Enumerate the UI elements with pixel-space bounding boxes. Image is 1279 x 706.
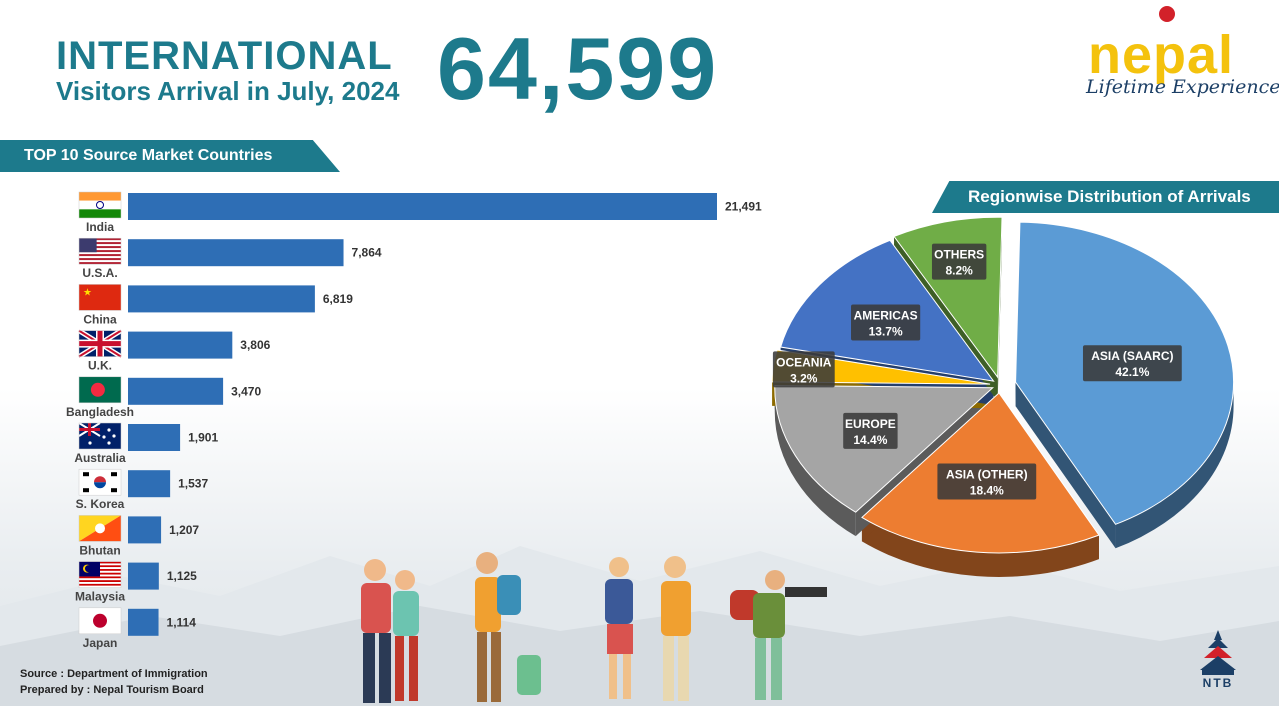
bar-japan — [128, 608, 159, 636]
pie-slice-name: OCEANIA — [776, 355, 832, 369]
flag-china-icon: ★ — [78, 284, 122, 311]
pie-slice-percent: 42.1% — [1115, 365, 1149, 379]
bar-value-label: 3,470 — [231, 384, 261, 398]
pie-slice-percent: 13.7% — [869, 324, 903, 338]
pie-label: EUROPE 14.4% — [843, 412, 898, 449]
flag-south-korea-icon — [78, 468, 122, 496]
bar-u-k- — [128, 331, 233, 359]
bar-value-label: 1,125 — [167, 569, 197, 583]
pie-label: AMERICAS 13.7% — [851, 304, 921, 341]
bar-value-label: 1,537 — [178, 477, 208, 491]
pie-slice-percent: 3.2% — [790, 371, 818, 385]
country-label: Malaysia — [75, 590, 125, 604]
logo-dot-icon — [1159, 6, 1175, 22]
bar-s-korea — [128, 470, 171, 498]
travelers-illustration — [361, 552, 827, 703]
pie-slice-name: OTHERS — [934, 248, 984, 262]
bar-value-label: 1,207 — [169, 523, 199, 537]
bar-chart: 21,491 India 7,864 U.S.A. 6,819 ★ China 3,806 U.… — [66, 191, 762, 650]
bar-china — [128, 285, 315, 313]
flag-uk-icon — [77, 328, 123, 359]
country-label: Japan — [83, 636, 118, 650]
ntb-logo: NTB — [1196, 630, 1240, 690]
flag-bangladesh-icon — [78, 376, 122, 404]
mountain-background — [0, 546, 1279, 706]
bar-malaysia — [128, 562, 159, 590]
traveler-figure-5 — [730, 570, 827, 700]
pie-slice-name: ASIA (SAARC) — [1091, 349, 1173, 363]
pie-slice-percent: 18.4% — [970, 484, 1004, 498]
brand-tagline: Lifetime Experiences! — [1086, 76, 1279, 98]
bar-india — [128, 193, 717, 220]
pie-slice-name: AMERICAS — [854, 308, 918, 322]
total-visitors: 64,599 — [437, 19, 719, 118]
title-subtitle: Visitors Arrival in July, 2024 — [56, 76, 400, 106]
bar-value-label: 6,819 — [323, 292, 353, 306]
country-label: China — [83, 312, 117, 326]
pie-chart: ASIA (SAARC) 42.1% ASIA (OTHER) 18.4% EUROPE… — [771, 216, 1235, 577]
traveler-figure-3 — [605, 557, 633, 699]
bar-value-label: 7,864 — [352, 246, 382, 260]
pagoda-icon — [1200, 630, 1236, 675]
traveler-figure-2 — [475, 552, 541, 702]
source-note: Source : Department of Immigration — [20, 668, 208, 680]
country-label: S. Korea — [76, 497, 125, 511]
country-label: Bangladesh — [66, 405, 134, 419]
pie-slice-name: ASIA (OTHER) — [946, 468, 1028, 482]
title-international: INTERNATIONAL — [56, 34, 393, 78]
pie-slice-percent: 8.2% — [945, 264, 973, 278]
bar-value-label: 21,491 — [725, 200, 762, 214]
pie-label: OCEANIA 3.2% — [772, 351, 835, 388]
bar-value-label: 1,901 — [188, 431, 218, 445]
pie-label: ASIA (SAARC) 42.1% — [1082, 345, 1182, 382]
country-label: U.S.A. — [82, 266, 117, 280]
pie-chart-title: Regionwise Distribution of Arrivals — [932, 181, 1279, 213]
bar-bangladesh — [128, 377, 224, 405]
flag-japan-icon — [78, 607, 122, 635]
bar-value-label: 3,806 — [240, 338, 270, 352]
traveler-figure-1 — [361, 559, 419, 703]
pie-slice-percent: 14.4% — [853, 433, 887, 447]
country-label: Bhutan — [79, 543, 120, 557]
flag-bhutan-icon — [78, 515, 122, 542]
country-label: U.K. — [88, 359, 112, 373]
country-label: Australia — [74, 451, 126, 465]
flag-malaysia-icon — [78, 561, 122, 588]
nepal-logo: nepal Lifetime Experiences! — [1086, 6, 1279, 98]
brand-name: nepal — [1088, 25, 1235, 85]
flag-usa-icon — [78, 237, 122, 265]
pie-label: OTHERS 8.2% — [931, 243, 987, 280]
bar-bhutan — [128, 516, 162, 544]
pie-slice-name: EUROPE — [845, 417, 896, 431]
flag-india-icon — [78, 191, 122, 219]
bar-chart-title: TOP 10 Source Market Countries — [0, 140, 340, 172]
bar-u-s-a- — [128, 239, 344, 267]
svg-text:★: ★ — [83, 287, 92, 298]
pie-label: ASIA (OTHER) 18.4% — [937, 463, 1037, 500]
flag-australia-icon — [78, 422, 122, 450]
prepared-by-note: Prepared by : Nepal Tourism Board — [20, 684, 204, 696]
country-label: India — [86, 220, 114, 234]
bar-australia — [128, 424, 181, 451]
bar-value-label: 1,114 — [167, 615, 197, 629]
traveler-figure-4 — [661, 556, 691, 701]
ntb-logo-text: NTB — [1202, 676, 1234, 690]
